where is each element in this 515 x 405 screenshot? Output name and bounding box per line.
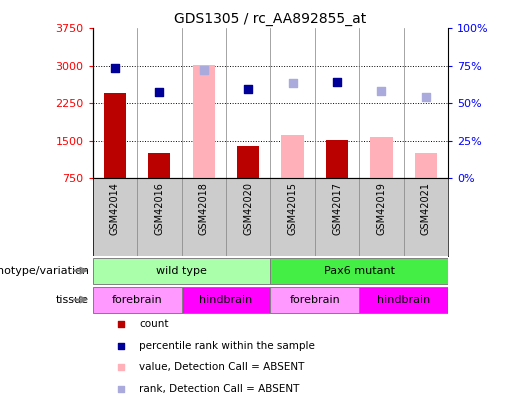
Bar	[181, 287, 270, 313]
Text: Pax6 mutant: Pax6 mutant	[324, 266, 394, 275]
Title: GDS1305 / rc_AA892855_at: GDS1305 / rc_AA892855_at	[174, 12, 367, 26]
Bar	[270, 258, 448, 283]
Text: GSM42017: GSM42017	[332, 182, 342, 235]
Bar	[326, 141, 348, 179]
Text: hindbrain: hindbrain	[199, 294, 252, 305]
Bar	[359, 287, 448, 313]
Bar	[93, 258, 270, 283]
Text: tissue: tissue	[56, 294, 89, 305]
Text: GSM42015: GSM42015	[287, 182, 298, 235]
Text: GSM42018: GSM42018	[199, 182, 209, 235]
Bar	[270, 287, 359, 313]
Point	[200, 66, 208, 73]
Bar	[104, 94, 126, 179]
Text: GSM42019: GSM42019	[376, 182, 386, 235]
Text: GSM42016: GSM42016	[154, 182, 164, 235]
Bar	[370, 137, 392, 179]
Text: GSM42020: GSM42020	[243, 182, 253, 235]
Bar	[193, 65, 215, 179]
Point	[155, 89, 163, 96]
Text: value, Detection Call = ABSENT: value, Detection Call = ABSENT	[139, 362, 304, 372]
Bar	[93, 287, 181, 313]
Text: forebrain: forebrain	[112, 294, 163, 305]
Point	[111, 65, 119, 71]
Text: GSM42014: GSM42014	[110, 182, 120, 235]
Point	[288, 80, 297, 86]
Bar	[148, 153, 170, 179]
Text: count: count	[139, 319, 168, 329]
Text: rank, Detection Call = ABSENT: rank, Detection Call = ABSENT	[139, 384, 299, 394]
Point	[244, 86, 252, 92]
Text: percentile rank within the sample: percentile rank within the sample	[139, 341, 315, 351]
Point	[377, 87, 386, 94]
Point	[333, 79, 341, 85]
Bar	[237, 147, 259, 179]
Bar	[282, 135, 304, 179]
Bar	[415, 153, 437, 179]
Text: GSM42021: GSM42021	[421, 182, 431, 235]
Text: forebrain: forebrain	[289, 294, 340, 305]
Text: genotype/variation: genotype/variation	[0, 266, 89, 275]
Text: wild type: wild type	[156, 266, 207, 275]
Text: hindbrain: hindbrain	[377, 294, 430, 305]
Point	[422, 94, 430, 100]
